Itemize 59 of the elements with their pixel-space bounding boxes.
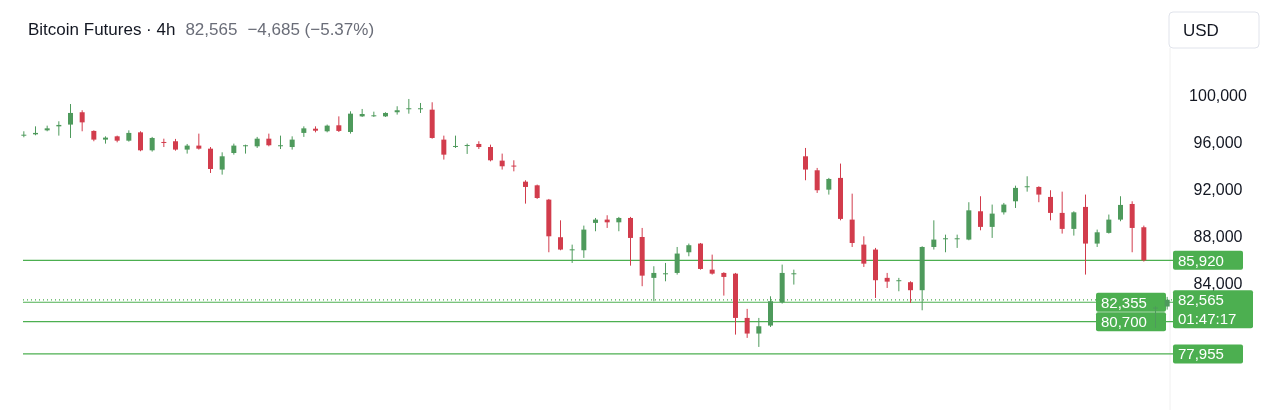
candlestick	[558, 219, 563, 251]
candlestick	[278, 135, 283, 150]
candlestick	[569, 244, 575, 264]
candlestick	[348, 110, 353, 135]
y-tick-label: 84,000	[1193, 274, 1243, 292]
candlestick	[721, 271, 727, 297]
candlestick	[651, 265, 657, 302]
candlestick	[663, 262, 668, 282]
candlestick	[441, 135, 447, 161]
candlestick	[1118, 195, 1123, 222]
y-tick-label: 100,000	[1189, 86, 1248, 104]
candlestick	[523, 179, 528, 205]
candlestick	[1106, 214, 1112, 235]
candlestick	[861, 235, 867, 268]
ref-line-label: 85,920	[1178, 251, 1224, 269]
y-tick-label: 92,000	[1193, 180, 1243, 198]
candlestick	[464, 143, 470, 155]
candlestick	[219, 151, 225, 176]
y-tick-label: 88,000	[1193, 227, 1243, 245]
candlestick	[418, 102, 423, 114]
candlestick	[954, 234, 960, 249]
candlestick	[1071, 210, 1077, 237]
candlestick	[756, 317, 762, 348]
ref-line-label: 82,355	[1101, 293, 1147, 311]
candlestick	[791, 269, 797, 286]
candlestick	[453, 135, 458, 149]
candlestick	[208, 146, 213, 174]
candlestick	[744, 308, 750, 339]
candlestick	[79, 109, 85, 132]
chart-title: Bitcoin Futures · 4h	[28, 20, 176, 39]
candlestick	[674, 246, 680, 276]
candlestick	[908, 280, 913, 304]
candlestick	[581, 225, 587, 259]
candlestick	[138, 130, 143, 152]
candlestick	[931, 219, 937, 251]
text: 82,565	[185, 20, 238, 39]
candlestick	[896, 277, 902, 292]
text: USD	[1183, 21, 1219, 40]
ref-line-label: 77,955	[1178, 345, 1224, 363]
text: 01:47:17	[1178, 310, 1237, 328]
candlestick	[989, 204, 995, 239]
candlestick	[511, 159, 517, 172]
candlestick	[1129, 200, 1135, 253]
candlestick	[406, 98, 412, 115]
candlestick	[849, 193, 855, 248]
candlestick	[1048, 189, 1053, 221]
candlestick	[978, 195, 983, 231]
text: −4,685 (−5.37%)	[247, 20, 375, 39]
candlestick	[709, 254, 715, 276]
candlestick	[814, 167, 820, 194]
y-tick-label: 96,000	[1193, 133, 1243, 151]
candlestick	[1013, 185, 1018, 209]
candlestick	[628, 216, 633, 267]
candlestick	[803, 147, 808, 181]
candlestick	[1059, 191, 1065, 235]
ref-line-label: 82,565	[1178, 291, 1224, 309]
candlestick	[68, 103, 73, 139]
ref-line-label: 80,700	[1101, 313, 1147, 331]
candlestick	[1024, 175, 1030, 193]
